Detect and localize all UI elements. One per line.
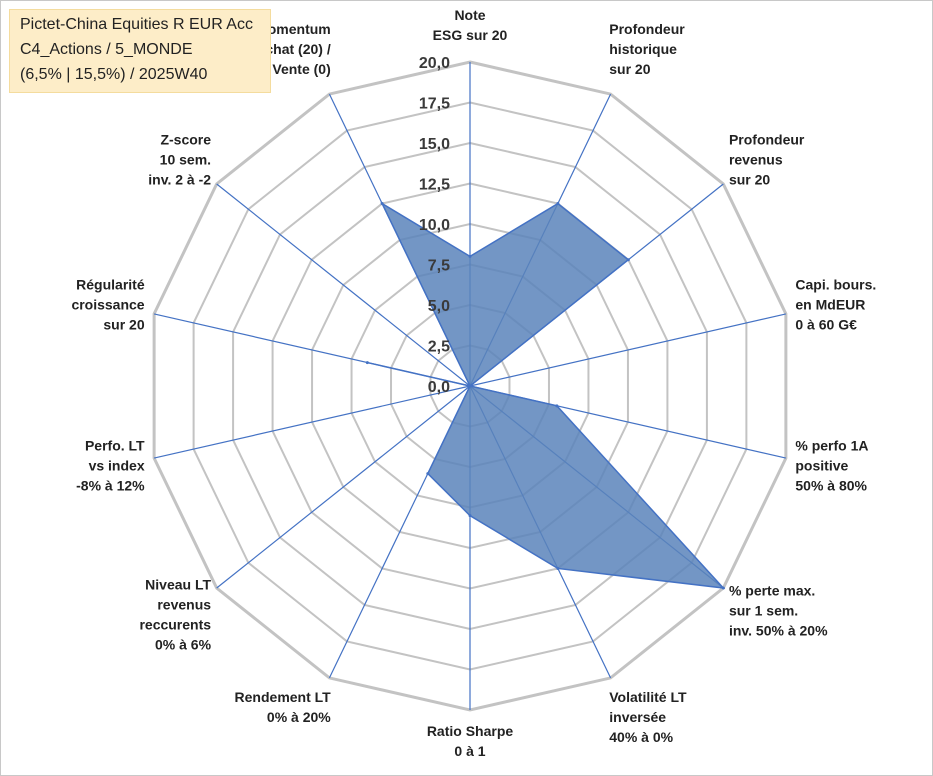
axis-label-12-line-2: inv. 2 à -2	[148, 171, 211, 187]
axis-label-6-line-0: Volatilité LT	[609, 689, 687, 705]
axis-label-7-line-0: Ratio Sharpe	[427, 723, 514, 739]
axis-label-5-line-0: % perte max.	[729, 583, 815, 599]
axis-label-3-line-2: 0 à 60 G€	[795, 316, 857, 332]
fund-range-week: (6,5% | 15,5%) / 2025W40	[20, 66, 208, 83]
radial-tick-labels: 0,0 2,5 5,0 7,5 10,0 12,5 15,0 17,5 20,0	[419, 55, 450, 396]
data-point-6	[556, 566, 560, 570]
axis-label-12-line-1: 10 sem.	[160, 151, 211, 167]
axis-label-10-line-1: vs index	[89, 458, 145, 474]
data-point-1	[556, 202, 560, 206]
axis-label-8-line-0: Rendement LT	[235, 689, 332, 705]
data-point-2	[626, 258, 630, 262]
axis-label-13-line-0: Momentum	[256, 21, 331, 37]
axis-label-0-line-0: Note	[454, 7, 485, 23]
data-point-5	[721, 586, 725, 590]
axis-label-3-line-0: Capi. bours.	[795, 276, 876, 292]
tick-label: 5,0	[428, 298, 450, 315]
axis-label-13-line-2: Vente (0)	[272, 61, 330, 77]
data-point-11	[365, 361, 369, 365]
axis-label-2-line-0: Profondeur	[729, 131, 805, 147]
axis-label-6-line-1: inversée	[609, 709, 666, 725]
tick-label: 17,5	[419, 96, 450, 113]
spoke-9	[216, 385, 471, 589]
radar-series	[365, 201, 726, 590]
axis-label-12-line-0: Z-score	[160, 131, 211, 147]
axis-label-9-line-0: Niveau LT	[145, 576, 211, 592]
series-area-0	[367, 201, 726, 589]
data-point-13	[380, 202, 384, 206]
fund-name: Pictet-China Equities R EUR Acc	[20, 16, 253, 33]
data-point-8	[426, 472, 430, 476]
axis-label-1-line-0: Profondeur	[609, 21, 685, 37]
axis-label-1-line-1: historique	[609, 41, 677, 57]
axis-label-1-line-2: sur 20	[609, 61, 650, 77]
axis-label-5-line-1: sur 1 sem.	[729, 603, 798, 619]
axis-label-9-line-2: reccurents	[139, 616, 211, 632]
data-point-12	[468, 384, 472, 388]
tick-label: 12,5	[419, 177, 450, 194]
axis-label-7-line-1: 0 à 1	[454, 743, 485, 759]
data-point-4	[555, 404, 559, 408]
tick-label: 2,5	[428, 339, 450, 356]
data-point-0	[468, 254, 472, 258]
axis-label-8-line-1: 0% à 20%	[267, 709, 331, 725]
tick-label: 7,5	[428, 258, 450, 275]
fund-category: C4_Actions / 5_MONDE	[20, 41, 193, 58]
axis-label-13-line-1: Achat (20) /	[255, 41, 331, 57]
spoke-10	[153, 385, 471, 459]
spoke-3	[469, 313, 787, 387]
axis-label-9-line-1: revenus	[157, 596, 211, 612]
axis-label-11-line-2: sur 20	[103, 316, 144, 332]
axis-label-4-line-0: % perfo 1A	[795, 438, 868, 454]
axis-label-6-line-2: 40% à 0%	[609, 729, 673, 745]
axis-label-5-line-2: inv. 50% à 20%	[729, 623, 828, 639]
axis-labels: Note ESG sur 20 Profondeur historique sur 20…	[71, 7, 876, 759]
axis-label-0-line-1: ESG sur 20	[433, 27, 508, 43]
axis-label-2-line-2: sur 20	[729, 171, 770, 187]
tick-label: 10,0	[419, 217, 450, 234]
axis-label-10-line-2: -8% à 12%	[76, 478, 145, 494]
axis-label-3-line-1: en MdEUR	[795, 296, 865, 312]
tick-label: 0,0	[428, 379, 450, 396]
axis-label-9-line-3: 0% à 6%	[155, 636, 212, 652]
axis-label-2-line-1: revenus	[729, 151, 783, 167]
data-point-7	[468, 514, 472, 518]
spoke-12	[216, 183, 471, 387]
axis-label-11-line-1: croissance	[71, 296, 144, 312]
axis-label-10-line-0: Perfo. LT	[85, 438, 145, 454]
axis-label-11-line-0: Régularité	[76, 276, 145, 292]
tick-label: 20,0	[419, 55, 450, 72]
tick-label: 15,0	[419, 136, 450, 153]
axis-label-4-line-2: 50% à 80%	[795, 478, 867, 494]
axis-label-4-line-1: positive	[795, 458, 848, 474]
fund-info-box: Pictet-China Equities R EUR Acc C4_Actio…	[9, 9, 271, 93]
